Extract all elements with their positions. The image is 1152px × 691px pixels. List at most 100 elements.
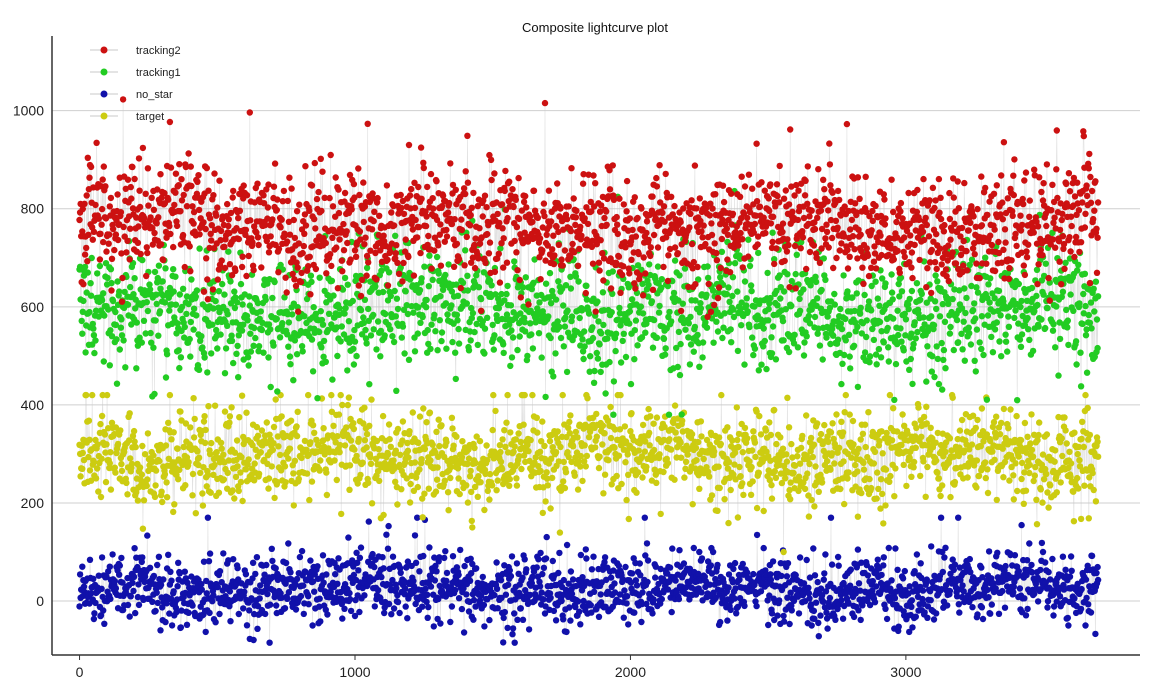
data-point-tracking1 [377,353,384,360]
data-point-target [425,485,432,492]
data-point-tracking1 [776,272,783,279]
data-point-target [1061,414,1068,421]
data-point-target [1027,440,1034,447]
data-point-no_star [899,575,907,582]
data-point-tracking1 [336,305,343,312]
data-point-target [237,478,245,486]
data-point-target [201,413,208,420]
data-point-no_star [892,545,899,552]
data-point-target [757,431,765,438]
data-point-no_star [806,595,813,602]
data-point-target [361,437,369,444]
data-point-tracking1 [92,337,99,344]
data-point-target [1039,499,1046,506]
data-point-target [151,493,159,501]
data-point-tracking1 [508,327,515,334]
data-point-tracking1 [555,278,562,285]
data-point-target [346,462,354,469]
data-point-no_star [460,629,468,636]
data-point-no_star [316,603,323,610]
data-point-no_star [509,631,516,638]
data-point-no_star [468,570,475,577]
data-point-target [808,496,815,504]
data-point-tracking1 [455,340,463,347]
data-point-target [653,479,660,487]
data-point-tracking1 [360,319,367,327]
data-point-no_star [550,607,558,615]
data-point-no_star [951,561,959,568]
data-point-target [290,502,297,509]
data-point-no_star [567,617,574,624]
data-point-no_star [383,531,390,538]
data-point-target [841,500,848,508]
data-point-target [913,424,920,432]
data-point-tracking1 [500,341,507,348]
data-point-target [213,449,220,456]
data-point-tracking1 [426,252,433,259]
data-point-target [253,423,261,431]
data-point-target [239,497,246,505]
data-point-target [534,429,541,436]
data-point-tracking1 [121,288,128,296]
data-point-target [1053,489,1061,496]
data-point-no_star [913,551,921,558]
data-point-tracking1 [718,248,726,255]
data-point-target [1051,458,1058,465]
data-point-target [727,486,734,494]
data-point-no_star [338,595,345,602]
data-point-target [79,465,86,472]
data-point-tracking1 [299,348,306,355]
data-point-no_star [919,587,927,594]
data-point-no_star [436,554,443,561]
data-point-tracking1 [780,337,787,344]
data-point-target [846,411,853,418]
data-point-tracking1 [284,331,291,338]
data-point-tracking1 [349,333,356,341]
data-point-tracking1 [436,317,443,324]
data-point-no_star [866,601,874,609]
data-point-tracking1 [424,326,431,334]
data-point-target [309,422,317,429]
data-point-target [767,431,775,439]
data-point-no_star [241,588,248,595]
data-point-target [409,409,416,416]
data-point-tracking1 [303,295,311,303]
data-point-no_star [327,588,334,595]
data-point-no_star [225,557,232,564]
data-point-no_star [810,607,818,615]
data-point-tracking1 [449,338,456,346]
data-point-target [474,493,481,500]
data-point-target [274,478,281,486]
data-point-target [497,448,504,456]
data-point-target [171,501,178,508]
data-point-tracking1 [337,338,344,345]
data-point-tracking1 [731,260,739,267]
data-point-tracking1 [163,351,171,358]
data-point-target [111,464,119,471]
data-point-target [225,457,232,464]
data-point-target [642,438,649,445]
data-point-target [833,411,840,418]
data-point-tracking1 [246,293,253,300]
data-point-target [878,428,885,435]
data-point-no_star [818,592,826,599]
data-point-no_star [616,591,624,598]
data-point-no_star [938,586,945,593]
data-point-tracking1 [634,262,642,269]
data-point-no_star [874,556,881,563]
data-point-target [1077,515,1085,523]
data-point-target [397,451,404,458]
data-point-target [946,435,954,442]
data-point-target [287,417,295,424]
data-point-target [95,488,102,495]
data-point-no_star [134,593,142,601]
data-point-no_star [511,639,518,646]
data-point-no_star [776,597,783,604]
data-point-no_star [467,555,474,562]
data-point-no_star [285,540,292,547]
data-point-target [721,496,728,503]
data-point-tracking1 [442,300,450,307]
data-point-target [290,470,297,477]
data-point-tracking1 [589,324,596,331]
data-point-tracking1 [524,352,531,360]
